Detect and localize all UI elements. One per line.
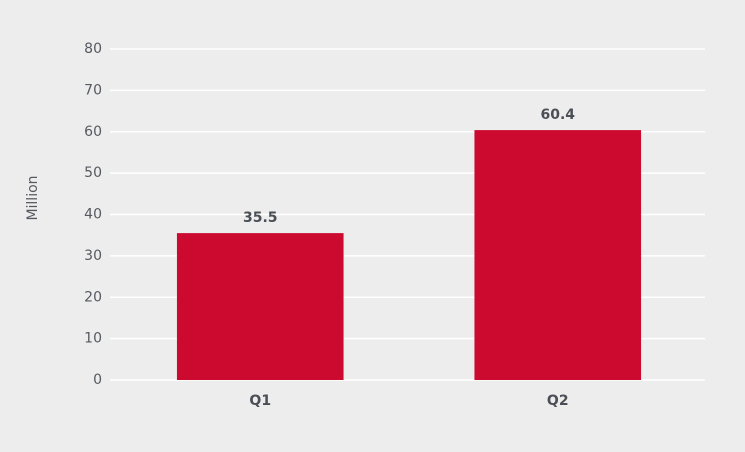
y-tick-label: 40 xyxy=(84,207,102,223)
y-tick-label: 20 xyxy=(84,289,102,305)
x-tick-label: Q2 xyxy=(547,393,569,409)
y-tick-label: 60 xyxy=(84,124,102,140)
data-label: 35.5 xyxy=(243,210,278,226)
y-tick-label: 0 xyxy=(93,372,102,388)
data-label: 60.4 xyxy=(540,107,575,123)
bar xyxy=(176,233,344,380)
y-axis-label: Million xyxy=(25,175,41,220)
y-tick-label: 10 xyxy=(84,331,102,347)
bar xyxy=(474,130,642,380)
y-tick-label: 50 xyxy=(84,165,102,181)
y-tick-label: 80 xyxy=(84,41,102,57)
y-tick-label: 30 xyxy=(84,248,102,264)
y-tick-label: 70 xyxy=(84,82,102,98)
x-tick-label: Q1 xyxy=(249,393,271,409)
